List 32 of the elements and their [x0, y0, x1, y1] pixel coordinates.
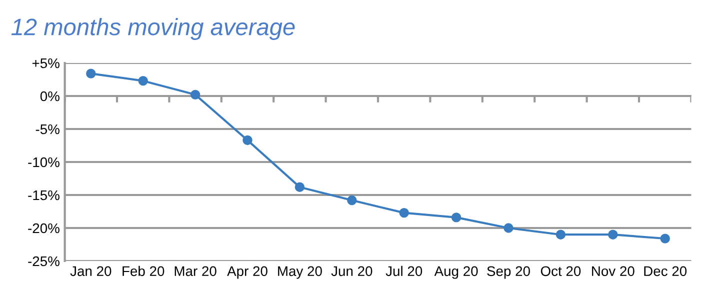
x-tick-label: Nov 20 — [592, 266, 634, 276]
x-tick-label: Apr 20 — [227, 266, 268, 279]
x-tick-label: Aug 20 — [434, 266, 478, 279]
y-tick-label: 0% — [40, 91, 60, 102]
point — [451, 212, 462, 222]
x-tick-label: Mar 20 — [174, 266, 216, 276]
x-tick-label: Jul 20 — [386, 266, 422, 276]
point — [190, 90, 200, 100]
x-tick-label: Dec 20 — [644, 266, 687, 276]
point — [504, 223, 514, 233]
y-tick-label: -10% — [28, 157, 60, 168]
point — [608, 230, 618, 240]
point — [556, 230, 566, 240]
x-tick-label: Oct 20 — [540, 266, 581, 276]
y-tick-label: +5% — [32, 58, 60, 68]
x-tick-label: May 20 — [278, 266, 322, 279]
y-tick-label: -5% — [36, 124, 60, 134]
chart-title: 12 months moving average — [11, 18, 295, 40]
y-tick-label: -25% — [28, 256, 60, 266]
x-tick-label: Sep 20 — [487, 266, 530, 279]
x-tick-label: Feb 20 — [122, 266, 164, 276]
point — [294, 182, 305, 192]
x-tick-label: Jan 20 — [70, 266, 112, 276]
point — [86, 68, 96, 78]
point — [242, 135, 252, 146]
point — [399, 208, 409, 218]
point — [660, 234, 670, 244]
point — [347, 195, 357, 206]
y-tick-label: -20% — [28, 223, 60, 234]
point — [138, 76, 148, 86]
x-tick-label: Jun 20 — [331, 266, 372, 276]
y-tick-label: -15% — [28, 190, 60, 200]
